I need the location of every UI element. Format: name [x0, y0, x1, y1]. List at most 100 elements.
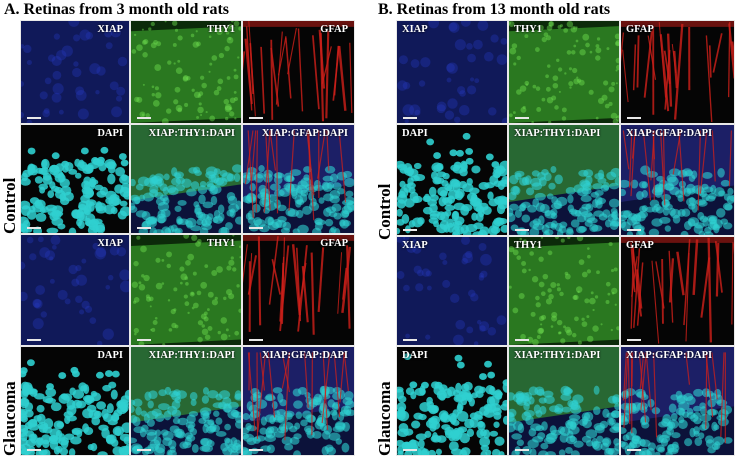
panel-b-micrograph-gfap: GFAP: [620, 236, 735, 346]
panel-b-micrograph-dapi: DAPI: [396, 124, 508, 236]
micrograph-image: [509, 125, 619, 235]
scale-bar: [515, 339, 529, 341]
panel-a-micrograph-dapi: DAPI: [20, 346, 130, 456]
scale-bar: [403, 339, 417, 341]
micrograph-image: [397, 125, 507, 235]
panel-a-micrograph-xiap: XIAP: [20, 20, 130, 124]
micrograph-image: [131, 347, 241, 455]
panel-b-micrograph-xiap: XIAP: [396, 20, 508, 124]
panel-b-micrograph-xiap-gfap-dapi: XIAP:GFAP:DAPI: [620, 346, 735, 456]
micrograph-image: [509, 21, 619, 123]
scale-bar: [515, 229, 529, 231]
micrograph-image: [131, 21, 241, 123]
scale-bar: [27, 117, 41, 119]
channel-label: XIAP: [402, 240, 428, 251]
scale-bar: [515, 117, 529, 119]
panel-a-micrograph-gfap: GFAP: [242, 20, 355, 124]
scale-bar: [27, 449, 41, 451]
channel-label: XIAP:THY1:DAPI: [514, 350, 601, 361]
scale-bar: [403, 449, 417, 451]
panel-b-micrograph-xiap-gfap-dapi: XIAP:GFAP:DAPI: [620, 124, 735, 236]
panel-b-title: B. Retinas from 13 month old rats: [378, 1, 611, 18]
scale-bar: [249, 117, 263, 119]
micrograph-image: [509, 347, 619, 455]
scale-bar: [249, 339, 263, 341]
panel-a-micrograph-thy1: THY1: [130, 234, 242, 346]
micrograph-image: [243, 125, 354, 233]
micrograph-image: [397, 347, 507, 455]
panel-b-row-label-control: Control: [375, 183, 394, 240]
channel-label: DAPI: [97, 128, 123, 139]
panel-a-micrograph-xiap: XIAP: [20, 234, 130, 346]
micrograph-image: [243, 235, 354, 345]
channel-label: THY1: [206, 238, 235, 249]
panel-a-micrograph-xiap-gfap-dapi: XIAP:GFAP:DAPI: [242, 124, 355, 234]
scale-bar: [627, 117, 641, 119]
channel-label: DAPI: [402, 350, 428, 361]
panel-b-micrograph-xiap: XIAP: [396, 236, 508, 346]
micrograph-image: [509, 237, 619, 345]
micrograph-image: [397, 237, 507, 345]
micrograph-image: [243, 347, 354, 455]
panel-b-row-label-glaucoma: Glaucoma: [375, 381, 394, 456]
channel-label: THY1: [206, 24, 235, 35]
scale-bar: [137, 117, 151, 119]
micrograph-image: [21, 125, 129, 233]
scale-bar: [27, 339, 41, 341]
panel-b-micrograph-thy1: THY1: [508, 20, 620, 124]
scale-bar: [27, 227, 41, 229]
scale-bar: [627, 339, 641, 341]
channel-label: XIAP: [97, 238, 123, 249]
micrograph-image: [21, 21, 129, 123]
channel-label: XIAP:GFAP:DAPI: [261, 350, 348, 361]
scale-bar: [627, 229, 641, 231]
panel-a-micrograph-gfap: GFAP: [242, 234, 355, 346]
panel-a-micrograph-xiap-thy1-dapi: XIAP:THY1:DAPI: [130, 346, 242, 456]
channel-label: THY1: [514, 240, 543, 251]
channel-label: XIAP:GFAP:DAPI: [626, 128, 713, 139]
scale-bar: [515, 449, 529, 451]
micrograph-image: [621, 237, 734, 345]
panel-a-row-label-control: Control: [0, 177, 19, 234]
micrograph-image: [243, 21, 354, 123]
micrograph-image: [131, 235, 241, 345]
panel-b-micrograph-dapi: DAPI: [396, 346, 508, 456]
scale-bar: [137, 449, 151, 451]
scale-bar: [627, 449, 641, 451]
channel-label: XIAP:THY1:DAPI: [148, 128, 235, 139]
scale-bar: [249, 227, 263, 229]
micrograph-image: [21, 235, 129, 345]
panel-a-micrograph-xiap-thy1-dapi: XIAP:THY1:DAPI: [130, 124, 242, 234]
channel-label: XIAP:THY1:DAPI: [148, 350, 235, 361]
scale-bar: [403, 117, 417, 119]
channel-label: XIAP: [97, 24, 123, 35]
panel-a-micrograph-xiap-gfap-dapi: XIAP:GFAP:DAPI: [242, 346, 355, 456]
micrograph-image: [131, 125, 241, 233]
scale-bar: [137, 339, 151, 341]
panel-a-title: A. Retinas from 3 month old rats: [4, 1, 230, 18]
panel-b-micrograph-xiap-thy1-dapi: XIAP:THY1:DAPI: [508, 346, 620, 456]
channel-label: GFAP: [626, 240, 654, 251]
micrograph-image: [621, 21, 734, 123]
micrograph-image: [21, 347, 129, 455]
panel-a-row-label-glaucoma: Glaucoma: [0, 381, 19, 456]
panel-b-micrograph-thy1: THY1: [508, 236, 620, 346]
channel-label: GFAP: [320, 238, 348, 249]
channel-label: GFAP: [626, 24, 654, 35]
channel-label: DAPI: [97, 350, 123, 361]
channel-label: GFAP: [320, 24, 348, 35]
channel-label: XIAP:THY1:DAPI: [514, 128, 601, 139]
micrograph-image: [621, 347, 734, 455]
panel-b-micrograph-xiap-thy1-dapi: XIAP:THY1:DAPI: [508, 124, 620, 236]
channel-label: XIAP: [402, 24, 428, 35]
panel-a-micrograph-thy1: THY1: [130, 20, 242, 124]
channel-label: THY1: [514, 24, 543, 35]
scale-bar: [249, 449, 263, 451]
micrograph-image: [397, 21, 507, 123]
panel-a-micrograph-dapi: DAPI: [20, 124, 130, 234]
channel-label: XIAP:GFAP:DAPI: [626, 350, 713, 361]
channel-label: XIAP:GFAP:DAPI: [261, 128, 348, 139]
micrograph-image: [621, 125, 734, 235]
scale-bar: [137, 227, 151, 229]
panel-b-micrograph-gfap: GFAP: [620, 20, 735, 124]
